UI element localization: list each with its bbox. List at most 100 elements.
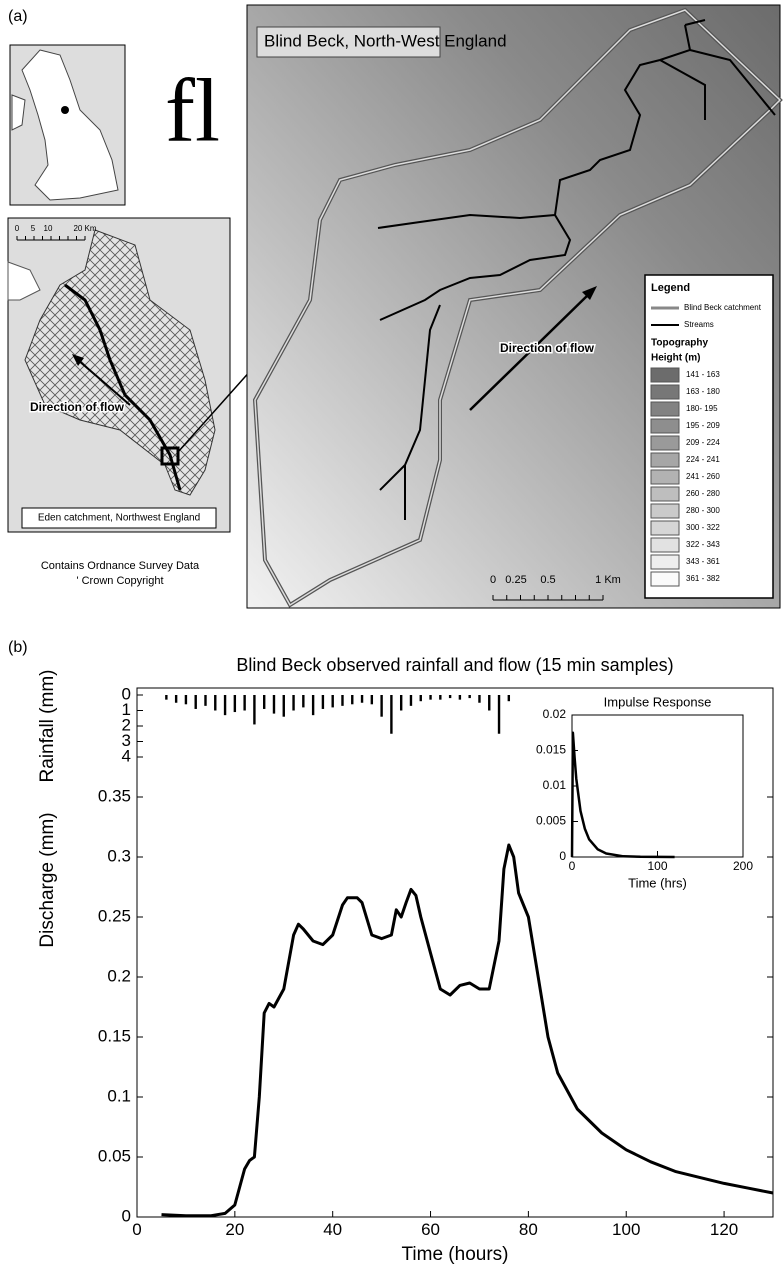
site-box (160, 446, 180, 466)
scale-label: 5 (31, 224, 36, 233)
legend-swatch (650, 452, 680, 468)
legend-class: 343 - 361 (686, 557, 720, 566)
x-axis-label: Time (hours) (402, 1244, 509, 1265)
legend-swatch (650, 537, 680, 553)
legend-class: 322 - 343 (686, 540, 720, 549)
y-tick-label: 0.2 (107, 966, 131, 985)
credit: ' Crown Copyright (76, 575, 163, 587)
rain-bar (390, 695, 393, 734)
location-dot (61, 106, 69, 114)
panel-label: (b) (8, 639, 28, 656)
rain-bar (380, 695, 383, 717)
y-tick-label: 0.01 (543, 778, 567, 792)
arrow-head (72, 354, 84, 366)
rain-bar (292, 695, 295, 711)
scale-label: 0 (490, 574, 496, 586)
plot-frame (571, 714, 744, 858)
legend-swatch (650, 486, 680, 502)
rain-bar (360, 695, 364, 703)
eden-catchment (24, 229, 216, 496)
scale-label: 1 Km (595, 574, 621, 586)
map-title: Blind Beck, North-West England (264, 31, 507, 50)
x-tick-label: 0 (569, 859, 576, 873)
scale-label: 0 (15, 224, 20, 233)
x-tick-label: 0 (132, 1220, 141, 1239)
legend-swatch (650, 503, 680, 519)
y2-tick-label: 2 (122, 715, 131, 734)
scale-label: 0.5 (540, 574, 555, 586)
eden-caption: Eden catchment, Northwest England (38, 513, 200, 524)
legend-class: 209 - 224 (686, 438, 720, 447)
rain-bar (233, 695, 237, 713)
scale-label: 0.25 (505, 574, 526, 586)
rain-bar (302, 695, 305, 708)
direction-label: Direction of flow (500, 341, 595, 355)
y-axis-label: Discharge (mm) (37, 812, 58, 947)
flow-arrow (469, 292, 591, 411)
eden-caption-box (21, 507, 217, 529)
x-tick-label: 60 (421, 1220, 440, 1239)
eden-direction: Direction of flow (30, 400, 125, 414)
panel-label: (a) (8, 8, 28, 25)
x-tick-label: 100 (612, 1220, 640, 1239)
legend-height: Height (m) (651, 353, 700, 364)
y2-tick-label: 3 (122, 731, 131, 750)
rain-bar (272, 695, 276, 714)
rain-bar (331, 695, 334, 708)
rain-bar (243, 695, 246, 711)
y-tick-label: 0 (122, 1206, 131, 1225)
rain-bar (507, 695, 511, 702)
legend-swatch (650, 469, 680, 485)
y-tick-label: 0.15 (98, 1026, 131, 1045)
y-tick-label: 0.3 (107, 846, 131, 865)
legend-streams: Streams (684, 320, 714, 329)
rain-bar (488, 695, 491, 711)
y-tick-label: 0.25 (98, 906, 131, 925)
rain-bar (253, 695, 256, 725)
chart-title: Impulse Response (604, 694, 712, 709)
legend-catchment: Blind Beck catchment (684, 303, 762, 312)
x-axis-label: Time (hrs) (628, 875, 687, 890)
credit: Contains Ordnance Survey Data (41, 560, 200, 572)
y-tick-label: 0.05 (98, 1146, 131, 1165)
uk-outline (21, 49, 119, 201)
y2-axis-label: Rainfall (mm) (37, 670, 58, 783)
legend-class: 163 - 180 (686, 387, 720, 396)
rain-bar (370, 695, 374, 705)
rain-bar (458, 695, 462, 700)
rain-bar (214, 695, 217, 711)
streams (377, 19, 776, 520)
legend-classes: 141 - 163 163 - 180 180- 195 195 - 209 209 -… (650, 367, 720, 587)
legend-class: 300 - 322 (686, 523, 720, 532)
y-tick-label: 0.35 (98, 786, 131, 805)
ireland-outline (11, 94, 26, 131)
rain-bar (419, 695, 422, 702)
legend-title: Legend (651, 282, 690, 294)
y2-tick-label: 4 (122, 746, 131, 765)
eden-flow-arrow (77, 359, 131, 406)
rain-bar (439, 695, 442, 700)
y2-tick-label: 0 (122, 684, 131, 703)
y2-tick-label: 1 (122, 700, 131, 719)
rain-bar (165, 695, 168, 700)
rain-bar (184, 695, 188, 705)
legend-class: 280 - 300 (686, 506, 720, 515)
legend-class: 241 - 260 (686, 472, 720, 481)
rain-bar (311, 695, 315, 716)
x-tick-label: 100 (647, 859, 667, 873)
rain-bar (194, 695, 197, 709)
map-title-box (256, 26, 441, 58)
legend-class: 180- 195 (686, 404, 718, 413)
y-tick-label: 0 (559, 849, 566, 863)
rain-bar (174, 695, 178, 703)
legend-swatch (650, 435, 680, 451)
chart: 0 20 40 60 80 100 12000.050.10.150.20.250.30.3… (37, 655, 774, 1265)
rain-bar (497, 695, 501, 734)
catchment-outline-inner (254, 9, 782, 607)
rain-bar (204, 695, 207, 706)
legend-class: 260 - 280 (686, 489, 720, 498)
rain-bar (399, 695, 403, 711)
arrow-head (582, 286, 597, 300)
glyph: fl (165, 62, 220, 161)
rain-bar (263, 695, 266, 709)
